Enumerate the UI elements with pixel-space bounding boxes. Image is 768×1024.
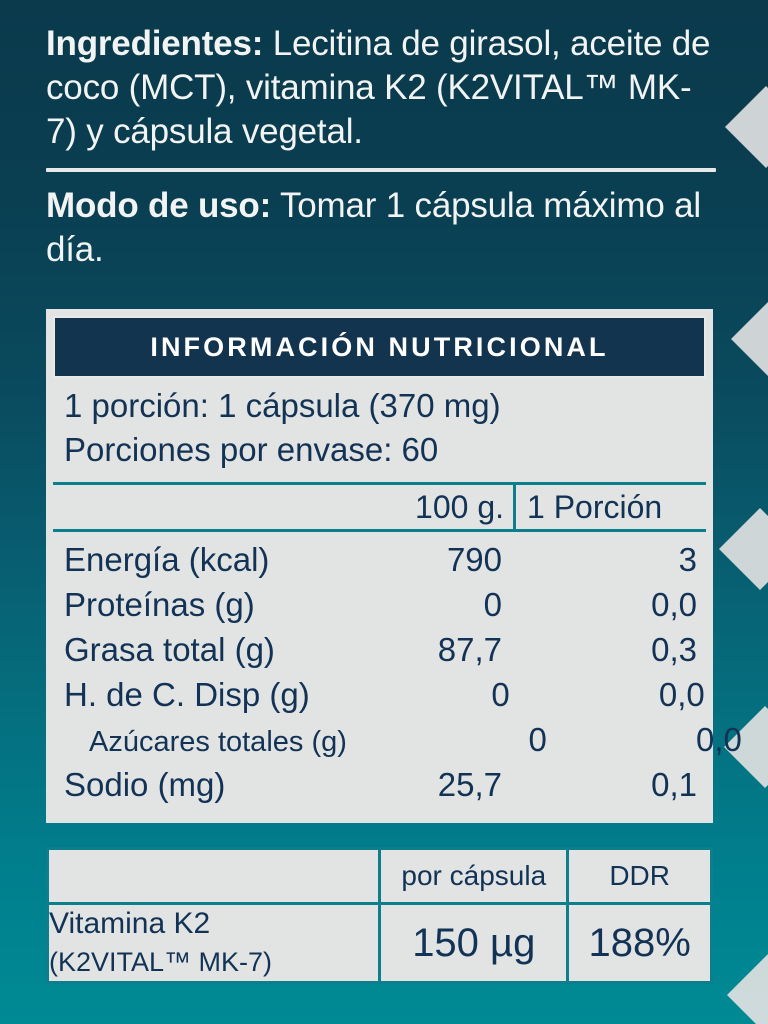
usage-text: Tomar 1 cápsula máximo al día. [46,186,701,269]
column-header-serving: 1 Porción [527,488,663,525]
vitamin-table: por cápsula DDR Vitamina K2 (K2VITAL™ MK… [46,847,713,984]
serving-size: 1 porción: 1 cápsula (370 mg) [64,387,501,424]
nutrition-title-bar: INFORMACIÓN NUTRICIONAL [53,316,706,378]
nutrient-value-100g: 0 [483,586,502,623]
vitamin-name-cell: Vitamina K2 (K2VITAL™ MK-7) [49,905,379,981]
ingredients-label: Ingredientes: [46,24,264,63]
nutrient-value-serving: 0,0 [696,721,742,758]
nutrient-value-100g: 25,7 [437,766,502,803]
servings-per-container: Porciones por envase: 60 [64,431,439,468]
copy-divider [46,168,716,172]
nutrient-name: Azúcares totales (g) [89,726,347,758]
diamond-decoration-icon [730,297,768,381]
nutrient-value-100g: 790 [446,541,502,578]
nutrient-value-100g: 87,7 [437,631,502,668]
vitamin-name-line1: Vitamina K2 [49,907,211,940]
product-copy-block: Ingredientes: Lecitina de girasol, aceit… [46,22,716,272]
nutrition-facts-panel: INFORMACIÓN NUTRICIONAL 1 porción: 1 cáp… [46,309,742,823]
usage-paragraph: Modo de uso: Tomar 1 cápsula máximo al d… [46,184,716,272]
nutrient-value-serving: 0,3 [651,631,697,668]
diamond-decoration-icon [718,507,768,591]
diamond-decoration-icon [724,85,768,169]
nutrient-value-serving: 0,1 [651,766,697,803]
nutrient-value-100g: 0 [528,721,547,758]
table-row: Azúcares totales (g) 0 0,0 [53,721,742,766]
vitamin-table-row: Vitamina K2 (K2VITAL™ MK-7) 150 µg 188% [49,905,710,981]
nutrient-value-100g: 0 [491,676,510,713]
vitamin-amount-per-capsule: 150 µg [381,905,567,981]
vitamin-table-header-row: por cápsula DDR [49,850,710,902]
table-row: Energía (kcal) 790 3 [53,541,706,586]
nutrient-name: Grasa total (g) [64,631,275,668]
vitamin-ddr-value: 188% [569,905,710,981]
table-row: H. de C. Disp (g) 0 0,0 [53,676,706,721]
nutrient-value-serving: 3 [678,541,697,578]
nutrient-name: H. de C. Disp (g) [64,676,310,713]
table-row: Sodio (mg) 25,7 0,1 [53,766,706,811]
vitamin-name-line2: (K2VITAL™ MK-7) [49,947,273,977]
nutrient-name: Sodio (mg) [64,766,226,803]
nutrition-rows: Energía (kcal) 790 3 Proteínas (g) 0 0,0… [53,532,742,817]
ingredients-paragraph: Ingredientes: Lecitina de girasol, aceit… [46,22,716,154]
serving-info: 1 porción: 1 cápsula (370 mg) Porciones … [53,378,706,476]
vitamin-header-per-capsule: por cápsula [381,850,567,902]
table-row: Grasa total (g) 87,7 0,3 [53,631,706,676]
nutrition-column-headers: 100 g. 1 Porción [53,482,706,532]
nutrition-title: INFORMACIÓN NUTRICIONAL [150,331,609,362]
table-row: Proteínas (g) 0 0,0 [53,586,706,631]
nutrient-value-serving: 0,0 [651,586,697,623]
nutrient-value-serving: 0,0 [658,676,705,713]
ingredients-text: Lecitina de girasol, aceite de coco (MCT… [46,24,711,151]
nutrient-name: Proteínas (g) [64,586,255,623]
diamond-decoration-icon [726,953,768,1024]
vitamin-header-blank [49,850,379,902]
column-header-100g: 100 g. [258,485,516,529]
usage-label: Modo de uso: [46,186,272,225]
vitamin-header-ddr: DDR [569,850,710,902]
nutrient-name: Energía (kcal) [64,541,270,578]
